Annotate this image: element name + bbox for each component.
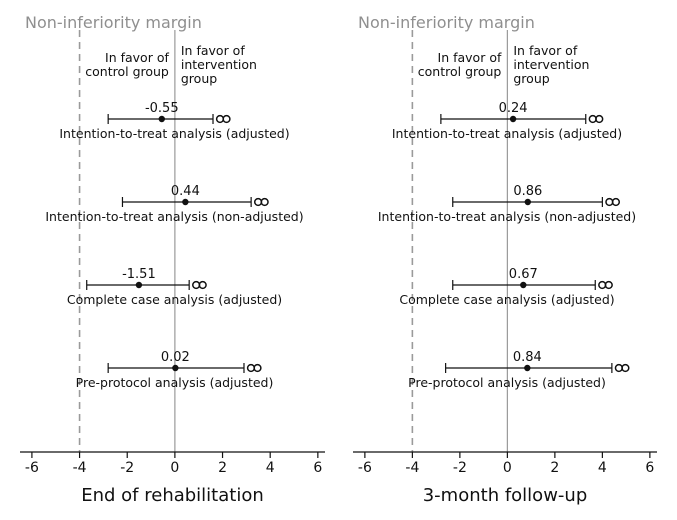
panel-title: End of rehabilitation xyxy=(81,485,264,506)
favor-right-line: In favor of xyxy=(513,43,577,58)
x-tick-label: -4 xyxy=(73,460,87,476)
x-tick-label: 6 xyxy=(645,460,654,476)
favor-right-line: intervention xyxy=(513,57,589,72)
favor-right-line: In favor of xyxy=(181,43,245,58)
x-tick-label: 0 xyxy=(170,460,179,476)
analysis-label: Intention-to-treat analysis (adjusted) xyxy=(392,126,622,141)
estimate-row: 0.84 Pre-protocol analysis (adjusted) xyxy=(408,350,630,390)
favor-left-label: In favor of control group xyxy=(418,50,502,79)
favor-right-line: group xyxy=(513,71,549,86)
estimate-label: 0.24 xyxy=(499,101,528,116)
favor-left-line: In favor of xyxy=(438,50,502,65)
estimate-point xyxy=(158,115,165,123)
analysis-label: Pre-protocol analysis (adjusted) xyxy=(408,375,606,390)
analysis-label: Pre-protocol analysis (adjusted) xyxy=(76,375,274,390)
x-tick-label: -4 xyxy=(405,460,419,476)
margin-label: Non-inferiority margin xyxy=(358,13,535,32)
open-ended-marker xyxy=(198,280,207,290)
analysis-label: Complete case analysis (adjusted) xyxy=(399,292,614,307)
x-tick-label: -6 xyxy=(25,460,39,476)
estimate-point xyxy=(172,364,179,372)
estimate-label: 0.86 xyxy=(513,184,542,199)
estimate-row: -1.51 Complete case analysis (adjusted) xyxy=(67,267,282,307)
open-ended-marker xyxy=(253,363,262,373)
favor-left-line: In favor of xyxy=(105,50,169,65)
favor-right-label: In favor of intervention group xyxy=(513,43,589,86)
estimate-row: 0.24 Intention-to-treat analysis (adjuste… xyxy=(392,101,622,141)
estimate-point xyxy=(520,281,527,289)
estimate-row: 0.44 Intention-to-treat analysis (non-adj… xyxy=(45,184,303,224)
open-ended-marker xyxy=(595,114,604,124)
x-tick-label: 4 xyxy=(598,460,607,476)
estimate-label: -0.55 xyxy=(145,101,179,116)
favor-left-line: control group xyxy=(418,64,502,79)
open-ended-marker xyxy=(611,197,621,207)
estimate-row: 0.02 Pre-protocol analysis (adjusted) xyxy=(76,350,274,390)
favor-right-line: intervention xyxy=(181,57,257,72)
favor-left-line: control group xyxy=(85,64,169,79)
favor-right-label: In favor of intervention group xyxy=(181,43,257,86)
analysis-label: Intention-to-treat analysis (non-adjuste… xyxy=(45,209,303,224)
estimate-label: -1.51 xyxy=(122,267,156,282)
x-tick-label: 6 xyxy=(313,460,322,476)
open-ended-marker xyxy=(604,280,613,290)
open-ended-marker xyxy=(260,197,269,207)
x-tick-label: -2 xyxy=(453,460,467,476)
analysis-label: Intention-to-treat analysis (adjusted) xyxy=(59,126,289,141)
estimate-label: 0.84 xyxy=(513,350,542,365)
estimate-label: 0.44 xyxy=(171,184,200,199)
panel-title: 3-month follow-up xyxy=(423,485,588,506)
estimate-label: 0.02 xyxy=(161,350,190,365)
open-ended-marker xyxy=(222,114,231,124)
estimate-row: 0.86 Intention-to-treat analysis (non-adj… xyxy=(378,184,636,224)
estimate-point xyxy=(524,198,531,206)
open-ended-marker xyxy=(621,363,630,373)
x-tick-label: 2 xyxy=(550,460,559,476)
estimate-point xyxy=(524,364,531,372)
estimate-point xyxy=(509,115,517,123)
estimate-row: 0.67 Complete case analysis (adjusted) xyxy=(399,267,614,307)
analysis-label: Complete case analysis (adjusted) xyxy=(67,292,282,307)
estimate-point xyxy=(182,198,189,206)
x-tick-label: -6 xyxy=(358,460,372,476)
x-tick-label: 2 xyxy=(218,460,227,476)
margin-label: Non-inferiority margin xyxy=(25,13,202,32)
x-tick-label: 0 xyxy=(503,460,512,476)
estimate-point xyxy=(135,281,143,289)
favor-left-label: In favor of control group xyxy=(85,50,169,79)
favor-right-line: group xyxy=(181,71,217,86)
estimate-label: 0.67 xyxy=(509,267,538,282)
x-tick-label: 4 xyxy=(266,460,275,476)
analysis-label: Intention-to-treat analysis (non-adjuste… xyxy=(378,209,636,224)
x-tick-label: -2 xyxy=(120,460,134,476)
estimate-row: -0.55 Intention-to-treat analysis (adjust… xyxy=(59,101,289,141)
